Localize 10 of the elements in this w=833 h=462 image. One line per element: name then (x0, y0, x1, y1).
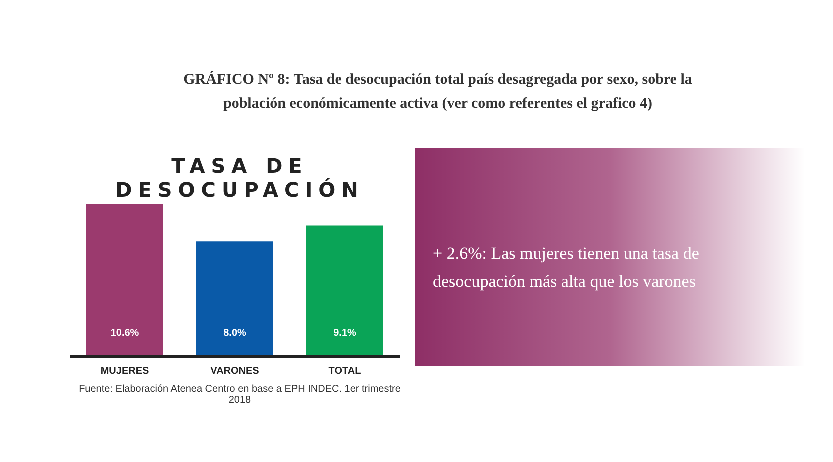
text: + 2.6%: Las mujeres tienen una tasa de desocupación más alta que los varones (433, 243, 700, 293)
chart-subtitle: TASA DE DESOCUPACIÓN (114, 154, 366, 202)
text: GRÁFICO Nº 8: Tasa de desocupación total país desagregada por sexo, sobre la población económicamente activa (ver como referentes el grafico 4) (182, 70, 694, 114)
x-tick-label: VARONES (210, 366, 260, 377)
x-tick-label: MUJERES (100, 366, 150, 377)
source-note: Fuente: Elaboración Atenea Centro en base a EPH INDEC. 1er trimestre 2018 (78, 384, 402, 406)
data-label: 10.6% (110, 328, 140, 339)
data-label: 9.1% (334, 328, 357, 339)
x-tick-label: TOTAL (328, 366, 362, 377)
data-label: 8.0% (224, 328, 247, 339)
